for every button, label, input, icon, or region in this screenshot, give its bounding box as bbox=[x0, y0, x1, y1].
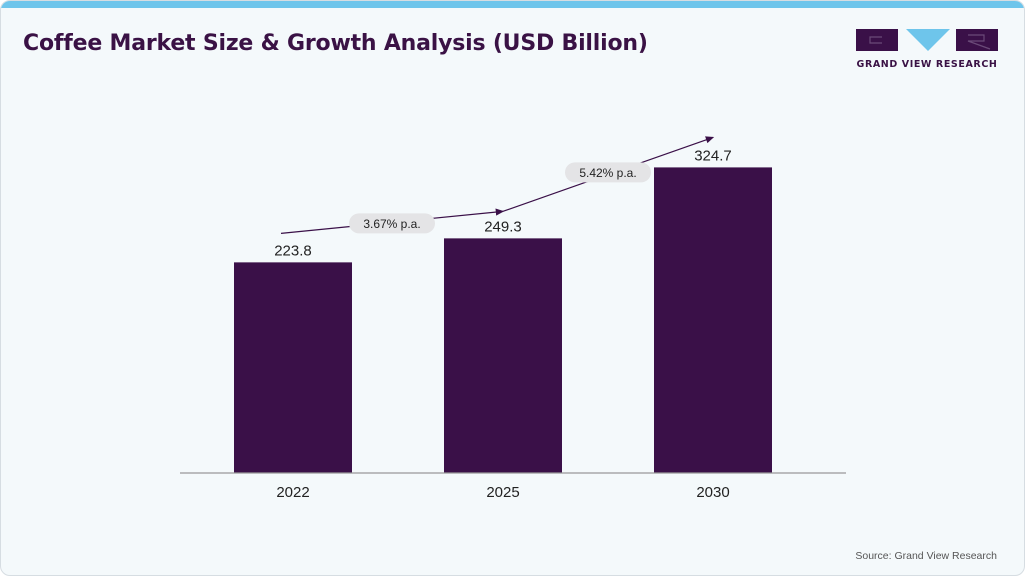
value-label-2025: 249.3 bbox=[484, 218, 522, 235]
x-tick-label-2022: 2022 bbox=[276, 484, 309, 501]
value-label-2022: 223.8 bbox=[274, 242, 312, 259]
bar-2030 bbox=[654, 167, 772, 473]
page-title: Coffee Market Size & Growth Analysis (US… bbox=[23, 31, 648, 56]
logo-text: GRAND VIEW RESEARCH bbox=[856, 59, 998, 70]
growth-label-2: 5.42% p.a. bbox=[579, 166, 636, 180]
top-accent-stripe bbox=[1, 1, 1024, 8]
x-tick-label-2030: 2030 bbox=[696, 484, 729, 501]
brand-logo[interactable]: GRAND VIEW RESEARCH bbox=[856, 29, 998, 73]
value-label-2030: 324.7 bbox=[694, 147, 732, 164]
source-note: Source: Grand View Research bbox=[855, 550, 997, 562]
gvr-logo-icon bbox=[856, 29, 998, 51]
x-tick-label-2025: 2025 bbox=[486, 484, 519, 501]
growth-pill-2 bbox=[565, 162, 651, 183]
growth-pill-1 bbox=[349, 213, 435, 234]
bar-2022 bbox=[234, 262, 352, 473]
bar-2025 bbox=[444, 238, 562, 473]
growth-label-1: 3.67% p.a. bbox=[363, 217, 420, 231]
